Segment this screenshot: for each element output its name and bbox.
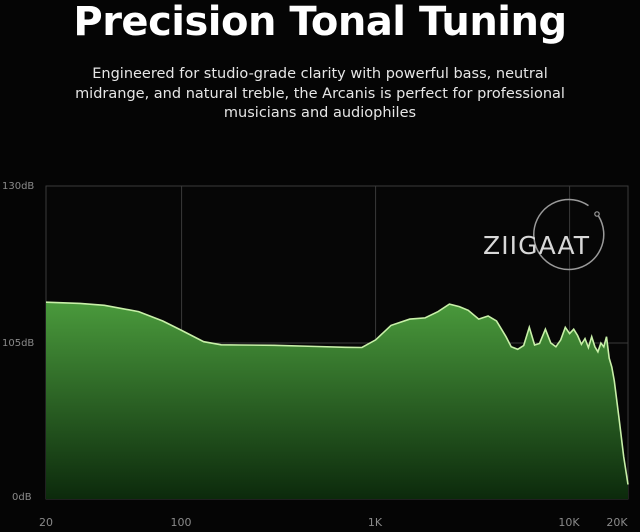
response-area	[46, 302, 628, 499]
y-tick-label: 130dB	[2, 181, 34, 192]
subtitle-line: musicians and audiophiles	[223, 105, 417, 121]
y-tick-label: 105dB	[2, 338, 34, 349]
watermark-ring	[533, 198, 605, 271]
ziigaat-watermark-logo: ZIIGAAT	[483, 198, 605, 271]
subtitle-line: Engineered for studio-grade clarity with…	[92, 66, 548, 82]
x-tick-label: 10K	[558, 516, 580, 529]
watermark-text: ZIIGAAT	[483, 231, 590, 260]
watermark-dot	[594, 211, 600, 217]
x-tick-label: 20	[39, 516, 53, 529]
response-curve	[45, 301, 629, 485]
x-tick-label: 20K	[606, 516, 628, 529]
x-tick-label: 100	[171, 516, 192, 529]
y-tick-label: 0dB	[12, 492, 32, 503]
page-title: Precision Tonal Tuning	[73, 0, 567, 45]
subtitle-line: midrange, and natural treble, the Arcani…	[75, 85, 565, 102]
page-subtitle: Engineered for studio-grade clarity with…	[60, 65, 580, 124]
x-tick-label: 1K	[368, 516, 383, 529]
